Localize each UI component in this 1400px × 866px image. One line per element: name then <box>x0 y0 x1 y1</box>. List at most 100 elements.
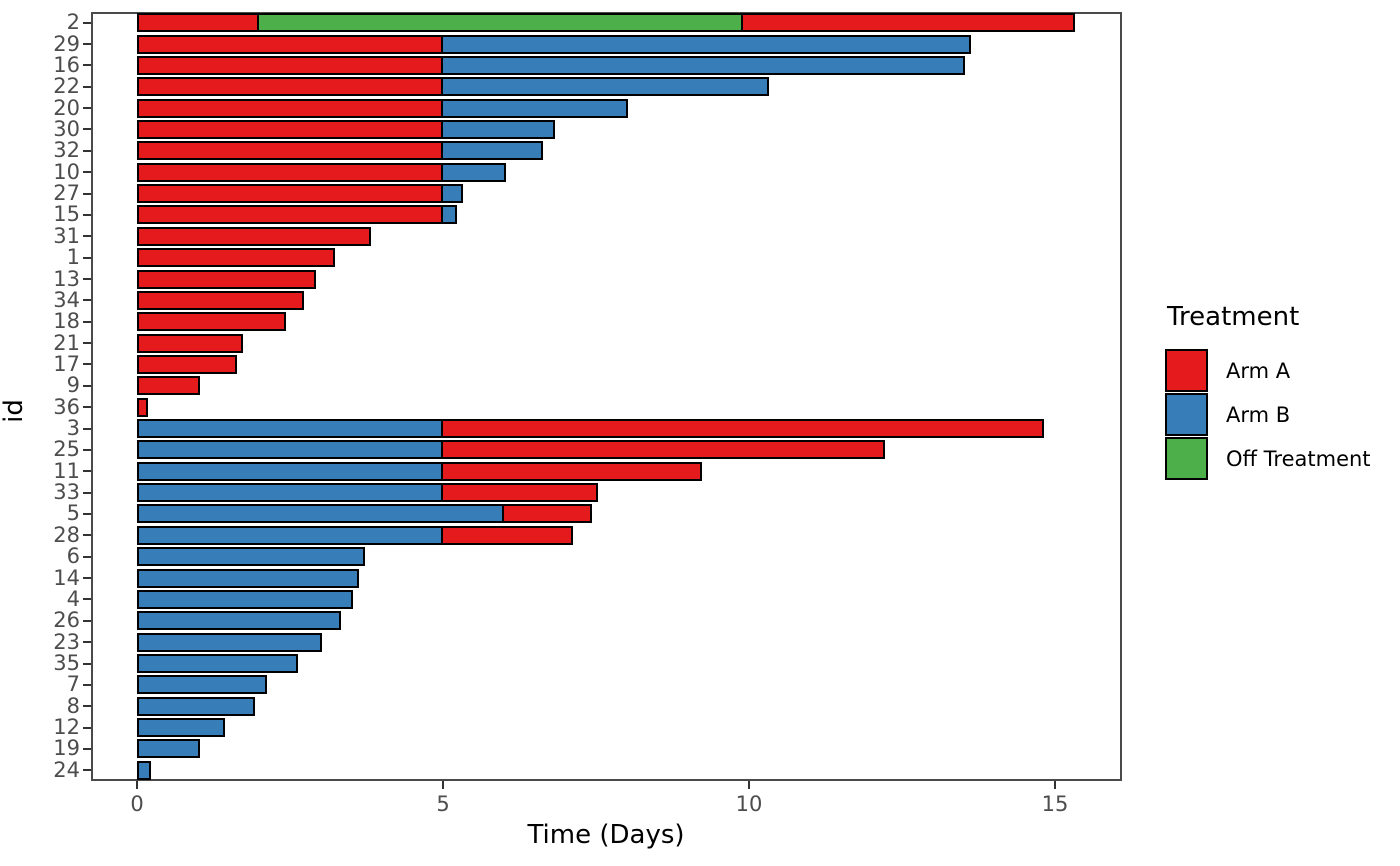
y-tick-label-16: 16 <box>53 53 80 77</box>
y-tick-mark <box>83 663 91 665</box>
bar-segment-id14-arm-b <box>136 569 360 588</box>
y-tick-mark <box>83 363 91 365</box>
legend-swatch-icon <box>1165 393 1208 436</box>
bar-segment-id29-arm-b <box>440 35 972 54</box>
y-tick-mark <box>83 470 91 472</box>
y-tick-mark <box>83 705 91 707</box>
y-tick-mark <box>83 321 91 323</box>
bar-segment-id3-arm-b <box>136 419 445 438</box>
y-tick-label-2: 2 <box>66 10 80 34</box>
bar-segment-id27-arm-a <box>136 184 445 203</box>
bar-segment-id3-arm-a <box>440 419 1045 438</box>
y-tick-label-12: 12 <box>53 715 80 739</box>
y-tick-label-7: 7 <box>66 672 80 696</box>
x-tick-mark <box>748 781 750 789</box>
y-tick-label-34: 34 <box>53 288 80 312</box>
y-tick-label-5: 5 <box>66 501 80 525</box>
bar-segment-id29-arm-a <box>136 35 445 54</box>
y-tick-mark <box>83 428 91 430</box>
bar-segment-id6-arm-b <box>136 547 366 566</box>
bar-segment-id32-arm-b <box>440 141 543 160</box>
y-axis-title: id <box>0 399 29 423</box>
y-tick-mark <box>83 171 91 173</box>
bar-segment-id15-arm-b <box>440 205 458 224</box>
y-tick-mark <box>83 86 91 88</box>
bar-segment-id7-arm-b <box>136 675 268 694</box>
y-tick-label-22: 22 <box>53 74 80 98</box>
x-tick-mark <box>442 781 444 789</box>
y-tick-mark <box>83 22 91 24</box>
y-tick-mark <box>83 684 91 686</box>
y-tick-label-21: 21 <box>53 331 80 355</box>
y-tick-label-20: 20 <box>53 96 80 120</box>
bar-segment-id26-arm-b <box>136 611 341 630</box>
bar-segment-id23-arm-b <box>136 633 323 652</box>
bar-segment-id10-arm-a <box>136 163 445 182</box>
bar-segment-id13-arm-a <box>136 270 317 289</box>
bar-segment-id8-arm-b <box>136 697 256 716</box>
y-tick-mark <box>83 107 91 109</box>
legend-label: Off Treatment <box>1226 446 1371 471</box>
y-axis: 2 29 16 22 20 30 32 10 27 15 31 1 13 34 18 21 17 9 36 3 25 11… <box>0 12 80 781</box>
bar-segment-id32-arm-a <box>136 141 445 160</box>
y-tick-label-32: 32 <box>53 138 80 162</box>
x-tick-label-10: 10 <box>735 792 763 816</box>
bar-segment-id16-arm-a <box>136 56 445 75</box>
legend-title: Treatment <box>1167 302 1300 332</box>
y-tick-mark <box>83 64 91 66</box>
y-tick-label-14: 14 <box>53 566 80 590</box>
bar-segment-id30-arm-a <box>136 120 445 139</box>
legend-swatch-icon <box>1165 437 1208 480</box>
bar-segment-id27-arm-b <box>440 184 464 203</box>
bar-segment-id22-arm-b <box>440 77 770 96</box>
bar-segment-id25-arm-a <box>440 440 886 459</box>
bar-segment-id19-arm-b <box>136 739 201 758</box>
y-tick-label-35: 35 <box>53 651 80 675</box>
bar-segment-id20-arm-a <box>136 99 445 118</box>
y-tick-mark <box>83 769 91 771</box>
legend-label: Arm B <box>1226 402 1291 427</box>
y-tick-mark <box>83 278 91 280</box>
y-tick-mark <box>83 43 91 45</box>
y-tick-mark <box>83 385 91 387</box>
y-tick-label-4: 4 <box>66 587 80 611</box>
y-tick-mark <box>83 577 91 579</box>
bar-segment-id28-arm-a <box>440 526 574 545</box>
bar-segment-id16-arm-b <box>440 56 965 75</box>
y-tick-mark <box>83 598 91 600</box>
legend-label: Arm A <box>1226 358 1291 383</box>
y-tick-mark <box>83 299 91 301</box>
y-tick-label-31: 31 <box>53 224 80 248</box>
y-tick-label-29: 29 <box>53 32 80 56</box>
y-tick-label-8: 8 <box>66 694 80 718</box>
bar-segment-id9-arm-a <box>136 376 201 395</box>
y-tick-label-19: 19 <box>53 736 80 760</box>
x-tick-label-15: 15 <box>1041 792 1069 816</box>
bar-segment-id10-arm-b <box>440 163 506 182</box>
bar-segment-id20-arm-b <box>440 99 629 118</box>
y-tick-label-30: 30 <box>53 117 80 141</box>
bar-segment-id11-arm-b <box>136 462 445 481</box>
x-tick-mark <box>1054 781 1056 789</box>
y-tick-label-10: 10 <box>53 160 80 184</box>
y-tick-mark <box>83 193 91 195</box>
x-axis-title: Time (Days) <box>527 820 685 850</box>
bar-segment-id1-arm-a <box>136 248 335 267</box>
y-tick-mark <box>83 150 91 152</box>
bar-segment-id33-arm-b <box>136 483 445 502</box>
bar-segment-id2-arm-a <box>740 13 1076 32</box>
y-tick-mark <box>83 727 91 729</box>
y-tick-label-3: 3 <box>66 416 80 440</box>
y-tick-mark <box>83 257 91 259</box>
y-tick-label-24: 24 <box>53 758 80 782</box>
y-tick-mark <box>83 513 91 515</box>
y-tick-mark <box>83 449 91 451</box>
bar-segment-id2-arm-a <box>136 13 262 32</box>
plot-panel <box>91 12 1122 781</box>
y-tick-mark <box>83 492 91 494</box>
legend-item-arm-a: Arm A <box>1165 349 1400 392</box>
y-tick-mark <box>83 214 91 216</box>
y-tick-mark <box>83 641 91 643</box>
bar-segment-id30-arm-b <box>440 120 555 139</box>
